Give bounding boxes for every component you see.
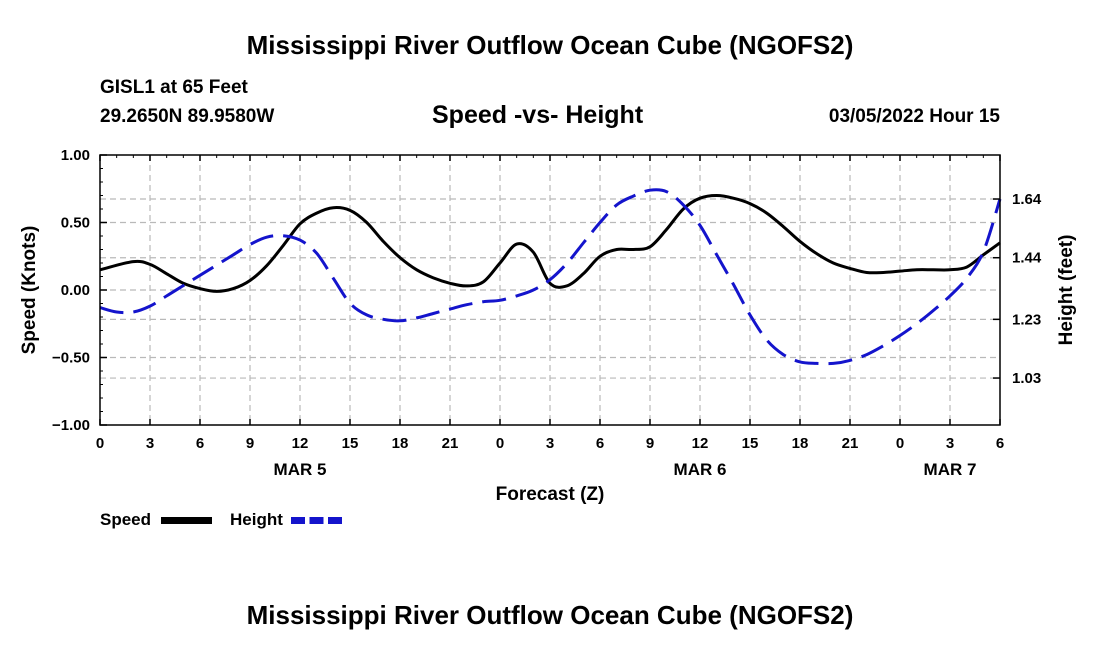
y-tick-label-right: 1.44 (1012, 250, 1042, 267)
x-tick-label: 15 (742, 435, 759, 452)
x-tick-label: 18 (792, 435, 809, 452)
y-tick-label-left: 1.00 (61, 147, 90, 164)
x-tick-label: 21 (442, 435, 459, 452)
legend-speed-swatch (161, 517, 212, 524)
page-title: Mississippi River Outflow Ocean Cube (NG… (246, 30, 854, 60)
y-tick-label-left: −1.00 (52, 417, 90, 434)
x-tick-label: 9 (646, 435, 654, 452)
y-tick-label-right: 1.23 (1012, 311, 1041, 328)
footer-title: Mississippi River Outflow Ocean Cube (NG… (246, 600, 854, 630)
chart-subtitle: Speed -vs- Height (432, 101, 644, 129)
x-tick-label: 3 (946, 435, 954, 452)
date-label: MAR 6 (674, 460, 727, 479)
x-tick-label: 3 (546, 435, 554, 452)
coordinates-label: 29.2650N 89.9580W (100, 106, 275, 127)
y-tick-label-left: −0.50 (52, 350, 90, 367)
series-layer (99, 188, 1002, 366)
series-line-speed (99, 194, 1001, 293)
x-tick-label: 0 (496, 435, 504, 452)
x-tick-label: 6 (596, 435, 604, 452)
axes: 0 3 6 9 12 15 18 21 0 3 6 9 12 15 18 21 0 3 6 −1.00 −0.50 0.0… (52, 147, 1042, 479)
series-line-height (99, 188, 1002, 366)
x-tick-label: 0 (896, 435, 904, 452)
date-label: MAR 7 (924, 460, 977, 479)
y-tick-label-left: 0.50 (61, 215, 90, 232)
y-tick-label-left: 0.00 (61, 282, 90, 299)
x-tick-label: 12 (292, 435, 309, 452)
x-tick-label: 12 (692, 435, 709, 452)
y-axis-left-label: Speed (Knots) (19, 226, 40, 355)
date-label: MAR 5 (274, 460, 327, 479)
x-tick-label: 3 (146, 435, 154, 452)
y-tick-label-right: 1.03 (1012, 370, 1041, 387)
x-tick-label: 21 (842, 435, 859, 452)
forecast-datetime: 03/05/2022 Hour 15 (828, 106, 1000, 127)
x-tick-label: 0 (96, 435, 104, 452)
x-tick-label: 6 (196, 435, 204, 452)
legend-height-swatch (291, 517, 342, 524)
legend-speed-label: Speed (100, 510, 152, 529)
x-tick-label: 6 (996, 435, 1004, 452)
grid (100, 155, 1000, 425)
y-axis-right-label: Height (feet) (1056, 235, 1077, 346)
x-tick-label: 9 (246, 435, 254, 452)
y-tick-label-right: 1.64 (1012, 191, 1042, 208)
x-axis-label: Forecast (Z) (496, 484, 605, 505)
x-tick-label: 18 (392, 435, 409, 452)
x-tick-label: 15 (342, 435, 359, 452)
legend-height-label: Height (230, 510, 283, 529)
station-label: GISL1 at 65 Feet (100, 77, 248, 98)
